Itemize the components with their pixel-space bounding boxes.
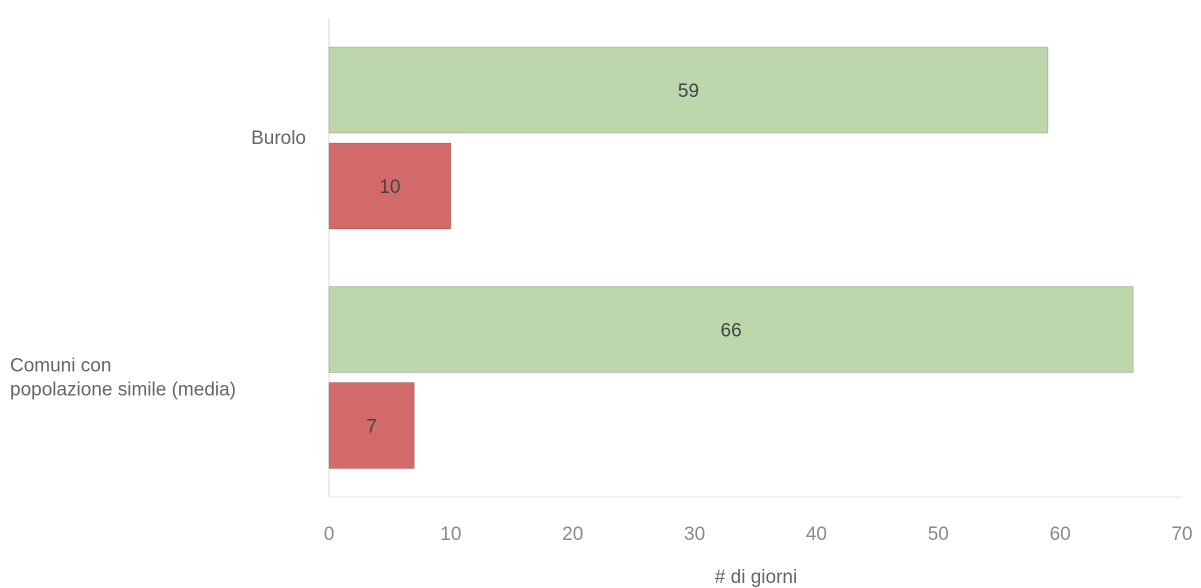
x-tick-label-1: 10 xyxy=(440,524,461,545)
category-label-0: Burolo xyxy=(251,128,306,149)
x-tick-labels: 0 10 20 30 40 50 60 70 xyxy=(324,524,1193,545)
x-tick-label-6: 60 xyxy=(1050,524,1071,545)
bar-0-1 xyxy=(328,142,452,230)
x-tick-label-2: 20 xyxy=(562,524,583,545)
x-axis-title: # di giorni xyxy=(715,567,797,588)
data-label-0-1: 10 xyxy=(379,177,400,198)
bar-0-0 xyxy=(328,46,1049,134)
x-tick-label-7: 70 xyxy=(1171,524,1192,545)
x-tick-label-3: 30 xyxy=(684,524,705,545)
bar-1-0 xyxy=(328,286,1134,373)
data-label-0-0: 59 xyxy=(678,81,699,102)
x-tick-label-4: 40 xyxy=(806,524,827,545)
bars xyxy=(328,46,1134,469)
bar-1-1 xyxy=(328,382,415,469)
x-tick-label-0: 0 xyxy=(324,524,335,545)
category-label-1: Comuni con popolazione simile (media) xyxy=(10,356,236,401)
data-label-1-0: 66 xyxy=(721,321,742,342)
data-label-1-1: 7 xyxy=(366,417,377,438)
data-labels: 59 10 66 7 xyxy=(366,81,741,438)
category-labels: Burolo Comuni con popolazione simile (medi… xyxy=(10,128,306,401)
x-tick-label-5: 50 xyxy=(928,524,949,545)
